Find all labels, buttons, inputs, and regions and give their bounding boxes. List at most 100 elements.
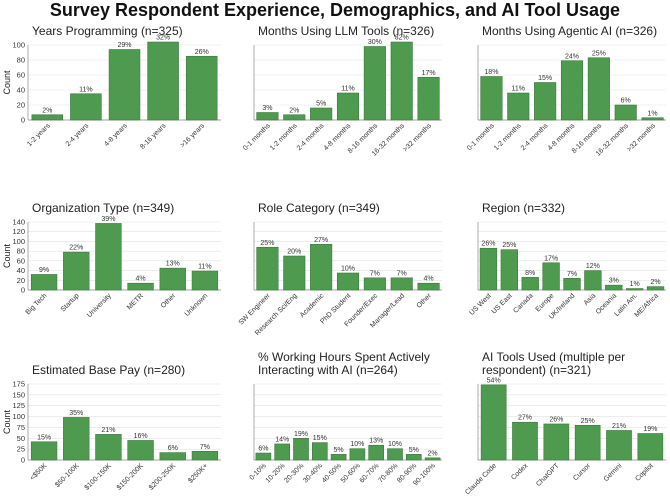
bar-8 <box>387 448 403 461</box>
y-tick-label: 80 <box>17 56 25 65</box>
bar-7 <box>417 282 440 291</box>
panel-7: Estimated Base Pay (n=280) 0 25 50 75 100 125 1… <box>2 363 221 492</box>
bar-6 <box>390 41 413 121</box>
data-label: 7% <box>200 444 210 451</box>
y-tick-label: 125 <box>12 401 25 410</box>
bar-5 <box>159 267 186 291</box>
bar-2 <box>63 251 90 291</box>
y-tick-label: 100 <box>12 237 25 246</box>
bar-1 <box>479 247 498 291</box>
x-tick-label: $250K+ <box>187 462 209 484</box>
bar-9 <box>646 286 665 291</box>
x-tick-label: METR <box>126 292 145 311</box>
data-label: 25% <box>592 50 606 57</box>
bar-2 <box>507 92 530 121</box>
bar-5 <box>606 430 632 461</box>
x-tick-label: 2-4 months <box>520 122 550 152</box>
bar-4 <box>311 442 328 461</box>
y-tick-label: 0 <box>21 456 25 465</box>
panel-4: Organization Type (n=349) 020406080100120… <box>2 201 221 319</box>
data-label: 10% <box>388 441 402 448</box>
figure-title: Survey Respondent Experience, Demographi… <box>49 0 621 20</box>
bar-5 <box>587 57 610 121</box>
data-label: 5% <box>316 101 326 108</box>
panel-9-title-line: AI Tools Used (multiple per <box>482 350 625 364</box>
data-label: 21% <box>612 423 626 430</box>
panel-9-title-line: respondent) (n=321) <box>482 363 591 377</box>
y-tick-label: 150 <box>12 390 25 399</box>
y-tick-label: 60 <box>17 256 25 265</box>
x-tick-label: Gemini <box>603 462 624 483</box>
bar-10 <box>424 457 441 461</box>
data-label: 5% <box>409 447 419 454</box>
bar-4 <box>336 92 360 121</box>
data-label: 19% <box>294 431 308 438</box>
y-tick-label: 175 <box>12 380 25 389</box>
bar-8 <box>626 288 644 291</box>
bar-6 <box>614 104 637 121</box>
x-tick-label: 1-2 months <box>269 122 299 152</box>
data-label: 29% <box>117 42 131 49</box>
x-tick-label: 0-1 months <box>242 122 272 152</box>
y-axis-label: Count <box>2 410 12 435</box>
x-tick-label: 70-80% <box>377 462 399 484</box>
data-label: 17% <box>422 70 436 77</box>
bar-1 <box>255 452 272 461</box>
bar-9 <box>405 454 422 461</box>
x-tick-label: >16 years <box>179 122 206 149</box>
data-label: 20% <box>287 249 301 256</box>
data-label: 17% <box>544 255 558 262</box>
bar-5 <box>185 55 218 121</box>
bar-5 <box>330 454 347 461</box>
data-label: 11% <box>198 264 212 271</box>
bar-2 <box>70 93 102 121</box>
data-label: 10% <box>350 441 364 448</box>
x-tick-label: University <box>86 292 113 319</box>
data-label: 11% <box>79 86 93 93</box>
bar-3 <box>310 244 333 291</box>
bar-6 <box>349 448 366 461</box>
data-label: 25% <box>581 418 595 425</box>
data-label: 35% <box>69 410 83 417</box>
x-tick-label: 10-20% <box>265 462 287 484</box>
panel-3-title-line: Months Using Agentic AI (n=326) <box>482 24 657 38</box>
y-tick-label: 25 <box>17 445 25 454</box>
x-tick-label: $100-150K <box>84 462 113 491</box>
data-label: 7% <box>397 270 407 277</box>
data-label: 3% <box>609 278 619 285</box>
panel-5-title-line: Role Category (n=349) <box>258 201 380 215</box>
bar-4 <box>147 41 179 121</box>
data-label: 4% <box>424 276 434 283</box>
x-tick-label: Other <box>416 292 434 310</box>
data-label: 2% <box>650 279 660 286</box>
panel-8: % Working Hours Spent Actively Interactin… <box>249 350 442 487</box>
x-tick-label: 20-30% <box>283 462 305 484</box>
panel-4-title: Organization Type (n=349) <box>32 201 174 215</box>
bar-5 <box>363 46 386 121</box>
panel-4-title-line: Organization Type (n=349) <box>32 201 174 215</box>
bar-7 <box>368 444 385 461</box>
y-tick-label: 50 <box>17 434 25 443</box>
data-label: 7% <box>370 270 380 277</box>
bar-3 <box>534 82 557 121</box>
x-tick-label: 8-16 years <box>139 122 168 151</box>
data-label: 25% <box>502 242 516 249</box>
data-label: 26% <box>549 416 563 423</box>
data-label: 13% <box>369 438 383 445</box>
x-tick-label: Other <box>160 292 178 310</box>
y-tick-label: 80 <box>17 247 25 256</box>
x-tick-label: Canada <box>512 292 534 314</box>
panel-6: Region (n=332) 26% US West 25% US East 8% Cana… <box>468 201 666 321</box>
bar-3 <box>521 277 539 291</box>
panel-3: Months Using Agentic AI (n=326) 18% 0-1 mo… <box>466 24 666 158</box>
bar-4 <box>127 282 154 291</box>
data-label: 24% <box>565 53 579 60</box>
data-label: 32% <box>395 35 409 42</box>
panel-5-title: Role Category (n=349) <box>258 201 380 215</box>
y-tick-label: 75 <box>17 423 25 432</box>
panel-6-title-line: Region (n=332) <box>482 201 565 215</box>
x-tick-label: 2-4 years <box>65 122 91 148</box>
bar-2 <box>500 249 518 291</box>
data-label: 6% <box>168 445 178 452</box>
